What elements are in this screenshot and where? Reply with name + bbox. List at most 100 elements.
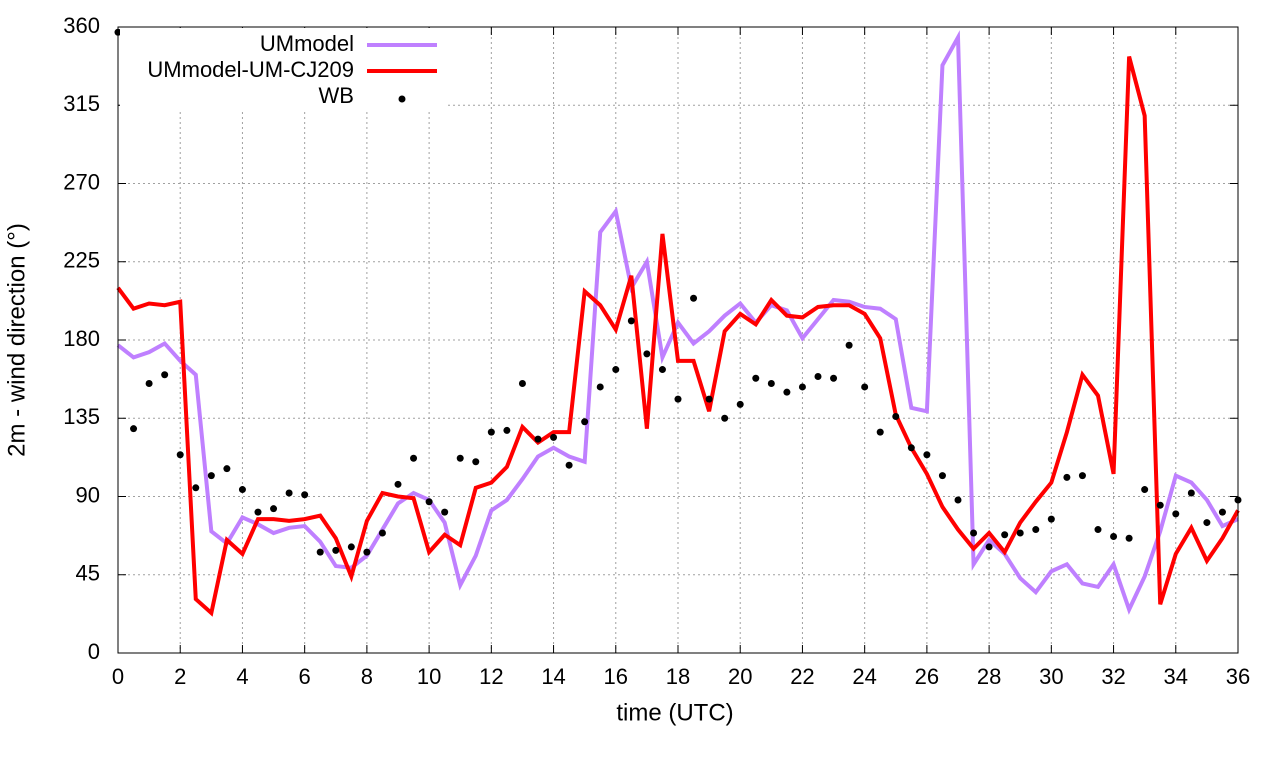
plot-frame xyxy=(117,26,1239,654)
x-tick-label: 12 xyxy=(479,664,503,689)
data-point xyxy=(332,546,340,554)
data-point xyxy=(503,426,511,434)
data-point xyxy=(627,317,635,325)
data-point xyxy=(285,489,293,497)
data-point xyxy=(410,454,418,462)
data-point xyxy=(238,486,246,494)
x-axis-label: time (UTC) xyxy=(616,699,733,726)
y-tick-label: 270 xyxy=(63,169,100,194)
data-point xyxy=(1032,526,1040,534)
x-tick-label: 8 xyxy=(361,664,373,689)
data-point xyxy=(347,543,355,551)
data-point xyxy=(736,400,744,408)
y-tick-label: 90 xyxy=(76,482,100,507)
data-point xyxy=(534,435,542,443)
series-line xyxy=(116,56,1240,617)
data-point xyxy=(1203,519,1211,527)
data-point xyxy=(1063,473,1071,481)
data-point xyxy=(658,366,666,374)
data-point xyxy=(690,294,698,302)
x-tick-label: 24 xyxy=(852,664,876,689)
x-tick-label: 36 xyxy=(1226,664,1250,689)
data-point xyxy=(550,433,558,441)
data-point xyxy=(938,472,946,480)
data-point xyxy=(1141,486,1149,494)
x-tick-label: 16 xyxy=(604,664,628,689)
data-point xyxy=(767,379,775,387)
y-tick-label: 135 xyxy=(63,404,100,429)
data-point xyxy=(487,428,495,436)
x-tick-label: 20 xyxy=(728,664,752,689)
data-point xyxy=(161,371,169,379)
data-point xyxy=(861,383,869,391)
data-point xyxy=(845,341,853,349)
legend-label: UMmodel-UM-CJ209 xyxy=(147,57,354,82)
y-tick-label: 0 xyxy=(88,639,100,664)
x-tick-label: 0 xyxy=(112,664,124,689)
x-tick-label: 14 xyxy=(541,664,565,689)
x-tick-label: 34 xyxy=(1164,664,1188,689)
data-point xyxy=(456,454,464,462)
data-point xyxy=(518,379,526,387)
x-tick-label: 2 xyxy=(174,664,186,689)
x-tick-label: 18 xyxy=(666,664,690,689)
x-tick-label: 10 xyxy=(417,664,441,689)
x-tick-label: 4 xyxy=(236,664,248,689)
legend-label: UMmodel xyxy=(260,31,354,56)
data-point xyxy=(752,374,760,382)
y-axis-label: 2m - wind direction (°) xyxy=(3,223,30,457)
data-point xyxy=(596,383,604,391)
x-tick-label: 6 xyxy=(299,664,311,689)
data-point xyxy=(316,548,324,556)
data-point xyxy=(1156,501,1164,509)
data-point xyxy=(223,465,231,473)
data-point xyxy=(394,480,402,488)
data-point xyxy=(378,529,386,537)
legend-symbol xyxy=(398,95,406,103)
y-tick-label: 315 xyxy=(63,91,100,116)
x-tick-label: 28 xyxy=(977,664,1001,689)
data-point xyxy=(783,388,791,396)
data-point xyxy=(1047,515,1055,523)
data-point xyxy=(1078,472,1086,480)
y-tick-label: 45 xyxy=(76,561,100,586)
data-point xyxy=(301,491,309,499)
data-point xyxy=(1172,510,1180,518)
x-tick-label: 30 xyxy=(1039,664,1063,689)
data-point xyxy=(1125,534,1133,542)
data-point xyxy=(892,413,900,421)
data-point xyxy=(923,451,931,459)
data-point xyxy=(705,395,713,403)
data-point xyxy=(130,425,138,433)
data-point xyxy=(1110,532,1118,540)
data-point xyxy=(254,508,262,516)
data-point xyxy=(798,383,806,391)
data-point xyxy=(1094,526,1102,534)
data-point xyxy=(907,444,915,452)
data-point xyxy=(472,458,480,466)
data-point xyxy=(721,414,729,422)
x-tick-label: 22 xyxy=(790,664,814,689)
data-point xyxy=(192,484,200,492)
data-point xyxy=(176,451,184,459)
data-point xyxy=(814,373,822,381)
data-point xyxy=(1187,489,1195,497)
data-point xyxy=(1016,529,1024,537)
x-tick-label: 26 xyxy=(915,664,939,689)
data-point xyxy=(363,548,371,556)
data-point xyxy=(876,428,884,436)
data-point xyxy=(954,496,962,504)
data-point xyxy=(270,505,278,513)
x-tick-label: 32 xyxy=(1101,664,1125,689)
y-tick-label: 225 xyxy=(63,248,100,273)
data-point xyxy=(985,543,993,551)
y-tick-label: 180 xyxy=(63,326,100,351)
y-tick-label: 360 xyxy=(63,13,100,38)
data-point xyxy=(612,366,620,374)
data-point xyxy=(145,379,153,387)
series-line xyxy=(116,30,1239,615)
data-point xyxy=(674,395,682,403)
data-point xyxy=(1218,508,1226,516)
data-point xyxy=(581,418,589,426)
